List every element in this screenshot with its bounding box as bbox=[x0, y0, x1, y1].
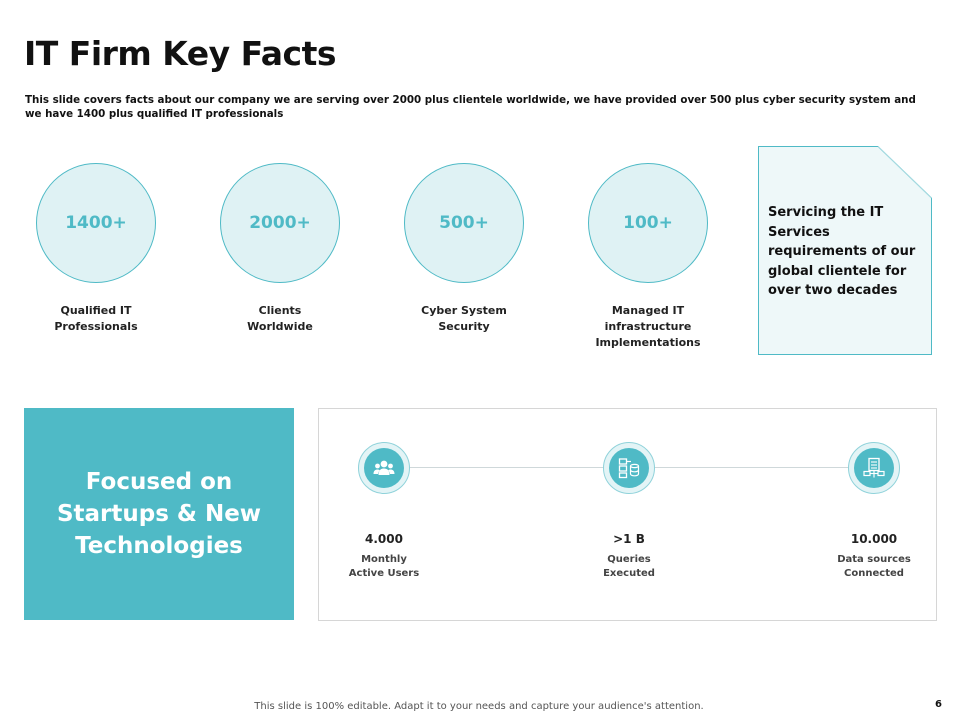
metric-icon-ring bbox=[358, 442, 410, 494]
info-note: Servicing the IT Services requirements o… bbox=[758, 146, 932, 355]
focus-banner: Focused on Startups & New Technologies bbox=[24, 408, 294, 620]
stat-label-line: Professionals bbox=[54, 320, 138, 333]
stat-circle: 100+ bbox=[588, 163, 708, 283]
stat-managed-it: 100+ Managed IT infrastructure Implement… bbox=[568, 163, 728, 351]
page-number: 6 bbox=[935, 699, 942, 710]
metric-value: >1 B bbox=[613, 532, 645, 546]
stat-label-line: Implementations bbox=[595, 336, 701, 349]
stat-circle: 2000+ bbox=[220, 163, 340, 283]
metric-description: Monthly Active Users bbox=[319, 553, 449, 581]
slide-footer: This slide is 100% editable. Adapt it to… bbox=[0, 701, 960, 712]
metric-description: Data sources Connected bbox=[809, 553, 939, 581]
stat-value: 100+ bbox=[623, 213, 673, 233]
stat-value: 2000+ bbox=[249, 213, 311, 233]
stat-label-line: Cyber System bbox=[421, 304, 507, 317]
note-shape bbox=[758, 146, 932, 355]
slide-title: IT Firm Key Facts bbox=[24, 34, 337, 73]
footer-text: This slide is 100% editable. Adapt it to… bbox=[254, 701, 704, 712]
stat-circle: 1400+ bbox=[36, 163, 156, 283]
data-server-icon bbox=[854, 448, 894, 488]
stat-label-line: Security bbox=[438, 320, 490, 333]
metric-description: Queries Executed bbox=[564, 553, 694, 581]
metric-desc-line: Monthly bbox=[361, 554, 407, 565]
stat-label-line: Worldwide bbox=[247, 320, 313, 333]
stat-label: Clients Worldwide bbox=[200, 303, 360, 335]
stat-professionals: 1400+ Qualified IT Professionals bbox=[16, 163, 176, 335]
stat-label: Cyber System Security bbox=[384, 303, 544, 335]
stat-label: Managed IT infrastructure Implementation… bbox=[568, 303, 728, 351]
stat-circle: 500+ bbox=[404, 163, 524, 283]
stat-cyber-security: 500+ Cyber System Security bbox=[384, 163, 544, 335]
focus-text: Focused on Startups & New Technologies bbox=[56, 469, 262, 559]
stat-value: 1400+ bbox=[65, 213, 127, 233]
metric-desc-line: Data sources bbox=[837, 554, 911, 565]
metric-value: 4.000 bbox=[365, 532, 403, 546]
metric-icon-ring bbox=[603, 442, 655, 494]
note-text: Servicing the IT Services requirements o… bbox=[768, 205, 916, 298]
stat-value: 500+ bbox=[439, 213, 489, 233]
metric-data-sources: 10.000 Data sources Connected bbox=[809, 442, 939, 581]
metric-desc-line: Active Users bbox=[348, 568, 420, 579]
metric-desc-line: Connected bbox=[844, 568, 904, 579]
stat-label-line: Clients bbox=[258, 304, 302, 317]
stat-label-line: Managed IT infrastructure bbox=[604, 304, 692, 333]
stat-clients: 2000+ Clients Worldwide bbox=[200, 163, 360, 335]
database-query-icon bbox=[609, 448, 649, 488]
metric-desc-line: Queries bbox=[607, 554, 651, 565]
metric-desc-line: Executed bbox=[603, 568, 655, 579]
stat-label-line: Qualified IT bbox=[60, 304, 132, 317]
slide-subtitle: This slide covers facts about our compan… bbox=[25, 94, 916, 120]
stat-label: Qualified IT Professionals bbox=[16, 303, 176, 335]
metric-active-users: 4.000 Monthly Active Users bbox=[319, 442, 449, 581]
metric-icon-ring bbox=[848, 442, 900, 494]
users-icon bbox=[364, 448, 404, 488]
metric-value: 10.000 bbox=[850, 532, 898, 546]
metric-queries: >1 B Queries Executed bbox=[564, 442, 694, 581]
